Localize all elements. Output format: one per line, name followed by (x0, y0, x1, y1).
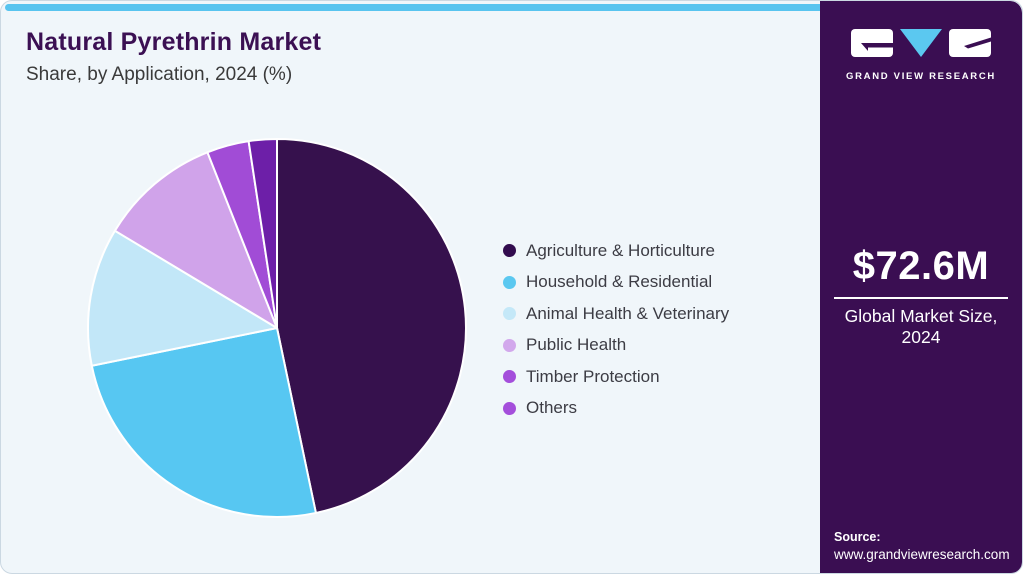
legend-dot-icon (503, 370, 516, 383)
pie-slice-agriculture-horticulture (276, 138, 467, 514)
legend-item: Others (503, 398, 729, 419)
legend-dot-icon (503, 307, 516, 320)
source-block: Source: www.grandviewresearch.com (834, 530, 1010, 562)
legend-item: Household & Residential (503, 272, 729, 293)
legend-item: Public Health (503, 335, 729, 356)
pie-slice-animal-health-veterinary (87, 229, 278, 367)
legend-item: Agriculture & Horticulture (503, 240, 729, 261)
legend-label: Public Health (526, 335, 627, 354)
page-title: Natural Pyrethrin Market (26, 28, 322, 56)
pie-chart (87, 137, 467, 518)
legend-label: Household & Residential (526, 272, 713, 291)
pie-slice-public-health (113, 151, 278, 329)
top-accent-strip (5, 4, 824, 11)
pie-chart-container (77, 128, 477, 528)
brand-sidebar: GRAND VIEW RESEARCH $72.6M Global Market… (820, 1, 1022, 573)
market-size-label: Global Market Size, 2024 (844, 306, 998, 348)
source-label: Source: (834, 530, 881, 544)
market-size-block: $72.6M Global Market Size, 2024 (820, 244, 1022, 349)
page-subtitle: Share, by Application, 2024 (%) (26, 64, 293, 85)
brand-name: GRAND VIEW RESEARCH (845, 71, 996, 82)
legend-label: Timber Protection (526, 366, 660, 386)
legend-dot-icon (503, 338, 516, 352)
chart-header: Natural Pyrethrin Market Share, by Appli… (26, 28, 321, 86)
pie-slice-others (247, 137, 278, 329)
source-url: www.grandviewresearch.com (834, 547, 1010, 562)
brand-block: GRAND VIEW RESEARCH (820, 27, 1022, 82)
legend-label: Animal Health & Veterinary (526, 303, 730, 323)
legend-item: Animal Health & Veterinary (503, 303, 729, 324)
legend-label: Agriculture & Horticulture (526, 240, 715, 260)
chart-legend: Agriculture & Horticulture Household & Re… (503, 240, 729, 419)
legend-dot-icon (503, 275, 516, 289)
grand-view-research-logo-icon (851, 29, 991, 57)
legend-dot-icon (503, 244, 516, 257)
divider (834, 297, 1008, 299)
legend-label: Others (526, 398, 578, 417)
market-size-value: $72.6M (852, 244, 990, 288)
legend-item: Timber Protection (503, 366, 729, 387)
legend-dot-icon (503, 401, 516, 415)
pie-slice-household-residential (90, 327, 317, 518)
